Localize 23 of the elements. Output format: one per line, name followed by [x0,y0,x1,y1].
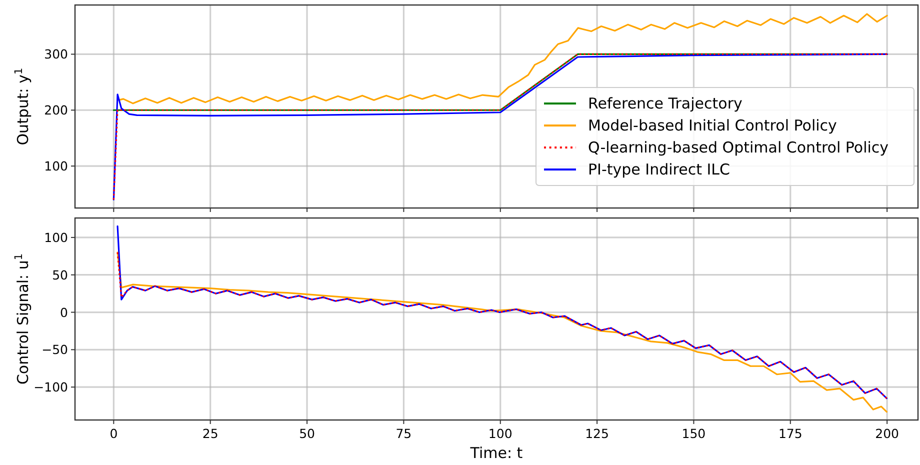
y-tick-label: 200 [44,102,68,118]
y-tick-label: 100 [44,158,68,174]
x-tick-label: 25 [202,426,218,441]
x-tick-label: 50 [299,426,316,441]
x-tick-label: 0 [110,426,118,441]
x-tick-label: 125 [585,426,609,441]
legend-label: Model-based Initial Control Policy [588,116,838,134]
x-tick-label: 150 [682,426,706,441]
x-tick-label: 175 [778,426,802,441]
y-tick-label: −50 [42,342,68,358]
y-tick-label: 100 [44,230,68,245]
legend-label: PI-type Indirect ILC [588,160,730,178]
y-tick-label: −100 [34,380,68,395]
x-tick-label: 200 [875,426,900,441]
x-axis-title: Time: t [469,444,523,462]
line-series [116,225,888,400]
y-tick-label: 0 [60,304,68,320]
y-tick-label: 300 [44,46,68,62]
legend-label: Q-learning-based Optimal Control Policy [588,138,889,156]
x-tick-label: 75 [396,426,412,441]
x-tick-label: 100 [488,426,512,441]
y-tick-label: 50 [52,267,68,282]
legend-label: Reference Trajectory [588,94,742,112]
